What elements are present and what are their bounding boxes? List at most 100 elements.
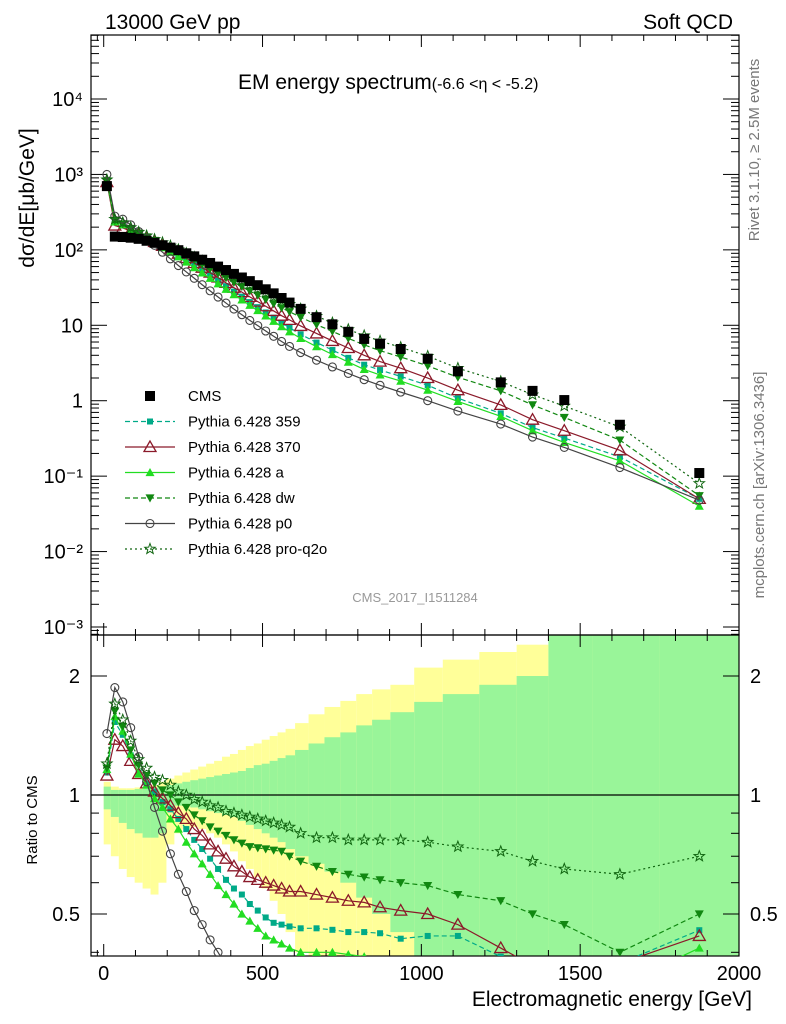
x-tick-label: 0 [98, 963, 109, 985]
series-5-ratio-point [132, 752, 146, 766]
cms-data-point [359, 333, 370, 344]
ratio-band-inner [118, 789, 127, 823]
series-0-ratio-point [278, 921, 285, 928]
cms-data-point [228, 268, 239, 279]
series-5-ratio-point [195, 795, 209, 808]
ratio-tick-label-right: 0.5 [750, 904, 778, 926]
series-1-point [357, 347, 372, 361]
series-3-ratio-point [359, 873, 369, 882]
series-1-ratio-point [341, 893, 356, 906]
series-3-point [312, 321, 322, 330]
series-2-ratio-point [221, 890, 231, 899]
cms-data-points [101, 181, 705, 479]
series-0-point [361, 361, 368, 368]
series-3-ratio-point [559, 921, 569, 930]
series-2-ratio-point [253, 923, 263, 932]
series-3-point [327, 327, 337, 336]
series-2-ratio-point [237, 909, 247, 918]
series-2-point [694, 501, 704, 510]
series-5-ratio-point [179, 788, 193, 801]
ratio-band-inner [214, 775, 223, 814]
x-tick-label: 2000 [717, 963, 762, 985]
series-5-ratio-point [163, 778, 178, 791]
series-5-ratio-point [108, 696, 122, 710]
series-4-ratio-point [173, 869, 183, 879]
cms-data-point [343, 326, 354, 337]
series-1-ratio-point [131, 766, 146, 780]
series-3-ratio-point [229, 836, 239, 845]
series-4-ratio-point [205, 935, 215, 945]
legend-label: Pythia 6.428 370 [188, 439, 301, 456]
legend-marker-cms [145, 391, 155, 401]
series-4-point [205, 286, 215, 296]
series-5-point [124, 220, 138, 234]
ratio-band-inner [277, 758, 286, 843]
series-2-point [528, 426, 538, 435]
ratio-tick-label-right: 2 [750, 666, 761, 688]
series-3-ratio-point [694, 910, 704, 919]
series-1-point [557, 423, 572, 436]
cms-data-point [117, 232, 128, 243]
series-2-point [327, 349, 337, 359]
series-1-point [282, 312, 297, 326]
cms-data-point [495, 377, 506, 388]
series-2-ratio-point [205, 869, 215, 878]
series-2-ratio-point [362, 952, 367, 956]
cms-data-point [327, 319, 338, 330]
series-5-ratio-point [116, 712, 130, 726]
series-5-ratio-point [451, 839, 465, 853]
series-3-ratio-point [327, 868, 337, 877]
series-5-ratio-point [243, 810, 257, 823]
series-4-point [277, 336, 287, 347]
series-2-point [221, 284, 231, 293]
cms-data-point [181, 248, 192, 259]
series-3-point [396, 353, 406, 362]
series-5-ratio-point [557, 862, 571, 875]
ratio-band-inner [182, 781, 191, 806]
series-1-point [493, 397, 508, 411]
series-2-ratio-point [344, 949, 352, 956]
series-2-line [106, 180, 700, 507]
ratio-band-inner [126, 789, 135, 830]
ratio-band-outer [110, 786, 119, 857]
series-0-ratio-point [254, 907, 261, 914]
legend-marker [142, 439, 158, 453]
y-tick-label: 10³ [54, 164, 83, 186]
series-2-ratio-point [229, 899, 239, 908]
series-4-point [102, 169, 112, 179]
cms-data-point [101, 181, 112, 192]
series-0-ratio-point [175, 815, 182, 822]
series-4-ratio-point [197, 920, 207, 930]
series-2-ratio-point [142, 780, 152, 789]
series-1-ratio-point [234, 864, 250, 877]
series-0-point [397, 373, 404, 380]
series-2-point [423, 385, 433, 394]
cms-data-point [311, 312, 322, 323]
series-0-ratio-point [111, 718, 118, 725]
series-4-point [269, 331, 279, 341]
series-0-ratio-point [167, 806, 174, 813]
series-3-ratio-point [343, 870, 353, 879]
series-4-point [423, 396, 433, 406]
series-0-ratio-point [497, 953, 504, 956]
series-0-ratio-point [297, 925, 304, 932]
series-0-ratio-point [454, 932, 461, 939]
legend-label: Pythia 6.428 dw [188, 490, 295, 507]
series-2-ratio-point [285, 943, 295, 952]
series-5-ratio-point [421, 835, 435, 848]
series-4-point [615, 462, 625, 473]
series-2-point [245, 300, 255, 309]
series-1-point [612, 443, 628, 456]
cms-data-point [260, 284, 271, 295]
series-5-point [116, 215, 130, 229]
legend-label-cms: CMS [188, 388, 221, 405]
ratio-band-outer [134, 787, 143, 883]
series-5-ratio-point [251, 811, 265, 825]
series-1-ratio-point [242, 869, 257, 883]
series-3-point [423, 362, 433, 371]
ratio-band-inner [442, 694, 480, 956]
ratio-band-inner [253, 765, 262, 830]
series-4-point [213, 292, 223, 302]
series-4-point [253, 321, 263, 331]
series-5-ratio-point [211, 800, 225, 814]
